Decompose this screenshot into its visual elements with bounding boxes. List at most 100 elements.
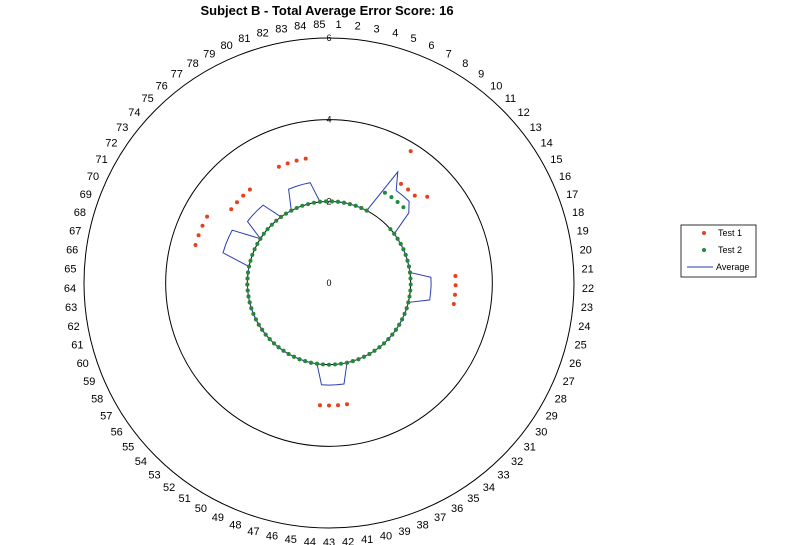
category-label: 3 [374, 23, 380, 35]
data-point [388, 227, 393, 232]
data-point [250, 252, 255, 257]
data-point [312, 200, 316, 205]
data-point [318, 199, 322, 204]
data-point [339, 361, 343, 366]
category-label: 53 [148, 469, 160, 481]
data-point [246, 270, 250, 275]
category-label: 27 [563, 376, 575, 388]
data-point [248, 258, 253, 263]
category-label: 35 [467, 493, 479, 505]
data-point [404, 306, 409, 311]
category-label: 39 [398, 526, 410, 538]
series-layer [193, 149, 458, 408]
category-label: 67 [69, 226, 81, 238]
category-label: 30 [535, 426, 547, 438]
radial-tick-label: 4 [326, 115, 331, 125]
data-point [377, 345, 382, 350]
data-point [407, 264, 411, 269]
category-label: 15 [550, 154, 562, 166]
chart-title: Subject B - Total Average Error Score: 1… [200, 3, 453, 18]
category-label: 40 [380, 531, 392, 543]
category-label: 10 [490, 80, 502, 92]
data-point [412, 193, 417, 198]
data-point [342, 200, 346, 205]
data-point [292, 354, 296, 359]
category-label: 33 [497, 469, 509, 481]
category-label: 59 [83, 376, 95, 388]
category-label: 71 [95, 154, 107, 166]
data-point [245, 276, 250, 281]
data-point [406, 300, 411, 305]
data-point [395, 236, 400, 241]
data-point [389, 195, 394, 200]
data-point [246, 294, 251, 299]
data-point [400, 317, 405, 322]
category-label: 28 [555, 393, 567, 405]
category-label: 83 [275, 23, 287, 35]
category-label: 58 [91, 393, 103, 405]
data-point [401, 205, 406, 210]
data-point [205, 214, 210, 219]
category-label: 74 [128, 107, 140, 119]
category-label: 72 [105, 138, 117, 150]
data-point [245, 282, 250, 287]
category-label: 22 [582, 283, 594, 295]
category-label: 37 [434, 512, 446, 524]
data-point [324, 199, 328, 204]
data-point [451, 302, 456, 306]
radial-tick-label: 6 [326, 33, 331, 43]
data-point [281, 348, 286, 353]
category-label: 66 [66, 245, 78, 257]
data-point [403, 252, 408, 257]
category-label: 78 [187, 58, 199, 70]
data-point [274, 218, 279, 223]
data-point [196, 233, 201, 238]
data-point [200, 223, 205, 228]
data-point [251, 311, 256, 316]
data-point [336, 403, 340, 408]
data-point [272, 341, 276, 346]
data-point [407, 294, 412, 299]
data-point [367, 352, 372, 356]
category-label: 21 [581, 264, 593, 276]
data-point [309, 360, 313, 365]
data-point [406, 187, 411, 192]
category-label: 25 [574, 340, 586, 352]
category-label: 38 [416, 520, 428, 532]
category-label: 11 [505, 93, 516, 105]
data-point [269, 222, 274, 227]
data-point [263, 332, 268, 337]
category-label: 46 [266, 531, 278, 543]
data-point [306, 202, 311, 207]
category-label: 77 [171, 69, 183, 81]
category-label: 75 [141, 93, 153, 105]
data-point [327, 362, 331, 367]
data-point [382, 341, 386, 346]
data-point [392, 231, 397, 236]
category-label: 80 [220, 40, 232, 52]
grid-circle-4 [165, 119, 493, 447]
category-label: 55 [122, 442, 134, 454]
data-point [408, 282, 413, 287]
category-label: 56 [111, 426, 123, 438]
data-point [401, 247, 406, 252]
legend-label-test-1: Test 1 [718, 228, 742, 238]
data-point [393, 327, 398, 332]
data-point [347, 202, 352, 207]
data-point [245, 288, 250, 293]
category-label: 79 [203, 48, 215, 60]
category-label: 65 [64, 264, 76, 276]
data-point [397, 322, 402, 327]
category-label: 31 [524, 442, 536, 454]
data-point [267, 337, 272, 342]
category-label: 43 [323, 537, 335, 545]
data-point [336, 199, 340, 204]
category-label: 73 [116, 122, 128, 134]
data-point [255, 241, 260, 246]
data-point [330, 199, 334, 204]
category-label: 76 [156, 80, 168, 92]
data-point [276, 164, 281, 169]
data-point [345, 360, 349, 365]
legend-box [680, 224, 757, 278]
